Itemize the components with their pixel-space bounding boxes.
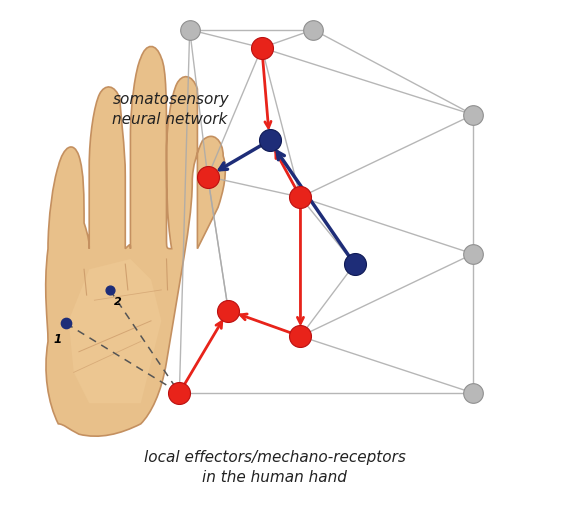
Point	[175, 389, 184, 397]
Point	[185, 25, 194, 34]
PathPatch shape	[46, 47, 225, 436]
Text: 1: 1	[53, 333, 62, 346]
Text: local effectors/mechano-receptors
in the human hand: local effectors/mechano-receptors in the…	[144, 450, 406, 485]
Point	[203, 172, 212, 181]
Point	[296, 193, 305, 202]
Point	[309, 25, 318, 34]
Point	[105, 286, 115, 294]
Point	[296, 332, 305, 340]
Point	[224, 306, 233, 314]
Point	[469, 250, 478, 258]
Polygon shape	[68, 259, 161, 403]
Point	[469, 389, 478, 397]
Point	[265, 136, 274, 145]
Text: 2: 2	[114, 297, 122, 307]
Point	[350, 260, 359, 268]
Point	[62, 319, 71, 327]
Point	[469, 111, 478, 119]
Text: somatosensory
neural network: somatosensory neural network	[112, 92, 229, 127]
Point	[257, 44, 266, 52]
